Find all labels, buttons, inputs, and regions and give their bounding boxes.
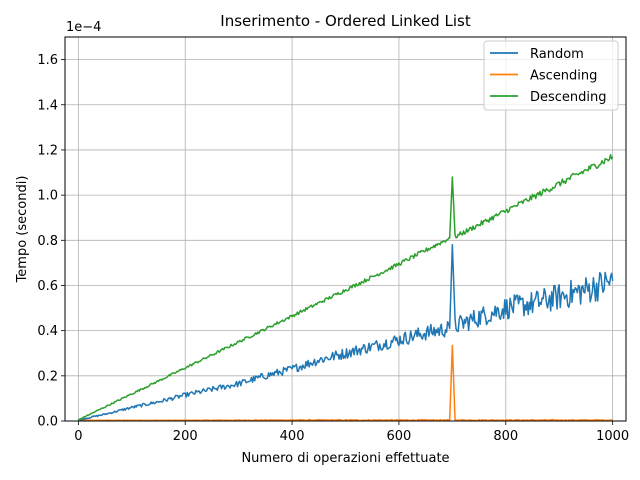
y-tick-label: 1.0 bbox=[37, 189, 58, 204]
y-tick-label: 0.8 bbox=[37, 234, 58, 249]
y-tick-label: 0.4 bbox=[37, 324, 58, 339]
x-tick-label: 600 bbox=[387, 429, 412, 444]
series-line-descending bbox=[77, 154, 614, 421]
x-tick-label: 1000 bbox=[596, 429, 629, 444]
x-tick-label: 800 bbox=[493, 429, 518, 444]
x-tick-label: 200 bbox=[173, 429, 198, 444]
legend-label-descending: Descending bbox=[530, 90, 607, 105]
y-tick-label: 1.4 bbox=[37, 98, 58, 113]
y-tick-label: 0.6 bbox=[37, 279, 58, 294]
plot-frame bbox=[64, 36, 627, 422]
legend-label-ascending: Ascending bbox=[530, 69, 597, 84]
legend: Random Ascending Descending bbox=[483, 40, 619, 111]
y-axis-title: Tempo (secondi) bbox=[15, 176, 30, 284]
x-axis-title: Numero di operazioni effettuate bbox=[241, 451, 449, 466]
y-tick-label: 0.0 bbox=[37, 415, 58, 430]
legend-label-random: Random bbox=[530, 47, 584, 62]
y-axis-offset-label: 1e−4 bbox=[66, 20, 101, 35]
y-tick-label: 1.2 bbox=[37, 143, 58, 158]
series-line-random bbox=[77, 244, 614, 421]
x-tick-label: 400 bbox=[280, 429, 305, 444]
y-tick-label: 1.6 bbox=[37, 53, 58, 68]
series-line-ascending bbox=[78, 344, 613, 422]
series-layer bbox=[77, 154, 614, 422]
legend-box bbox=[483, 40, 619, 111]
chart-title: Inserimento - Ordered Linked List bbox=[220, 12, 471, 30]
grid bbox=[65, 37, 626, 422]
y-tick-label: 0.2 bbox=[37, 369, 58, 384]
x-tick-label: 0 bbox=[74, 429, 82, 444]
ticks: 0 200 400 600 800 1000 0.0 0.2 0.4 0.6 0.8 1.0 1.2 1.… bbox=[37, 53, 629, 444]
